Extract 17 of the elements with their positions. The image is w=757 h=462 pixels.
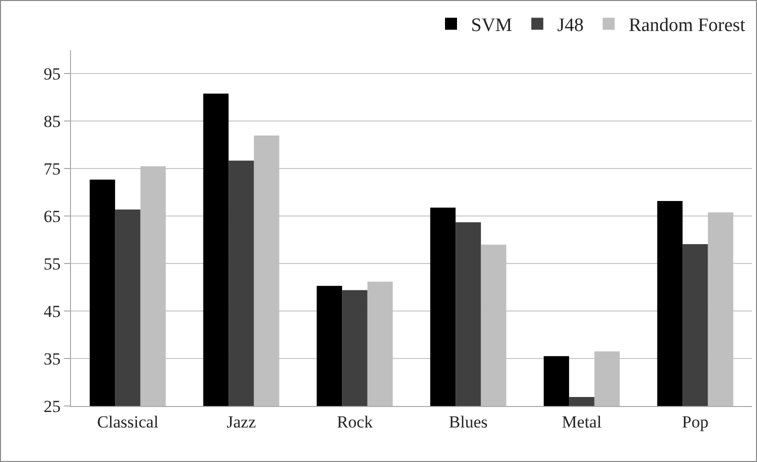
y-tick-label: 95 — [44, 64, 61, 84]
y-tick-label: 45 — [44, 302, 61, 322]
x-tick-label: Rock — [336, 412, 374, 432]
x-tick-label: Metal — [562, 412, 602, 432]
x-tick-label: Jazz — [226, 412, 256, 432]
x-tick-label: Blues — [448, 412, 488, 432]
x-tick-label: Pop — [682, 412, 708, 432]
y-tick-label: 55 — [44, 254, 61, 274]
legend-label: J48 — [557, 15, 584, 36]
legend-label: SVM — [471, 15, 512, 36]
x-tick-label: Classical — [97, 412, 159, 432]
y-tick-label: 75 — [44, 160, 61, 179]
legend-label: Random Forest — [628, 15, 746, 36]
y-tick-label: 65 — [44, 207, 61, 226]
y-tick-label: 25 — [44, 396, 61, 416]
y-tick-label: 35 — [44, 349, 61, 368]
y-tick-label: 85 — [44, 112, 61, 132]
